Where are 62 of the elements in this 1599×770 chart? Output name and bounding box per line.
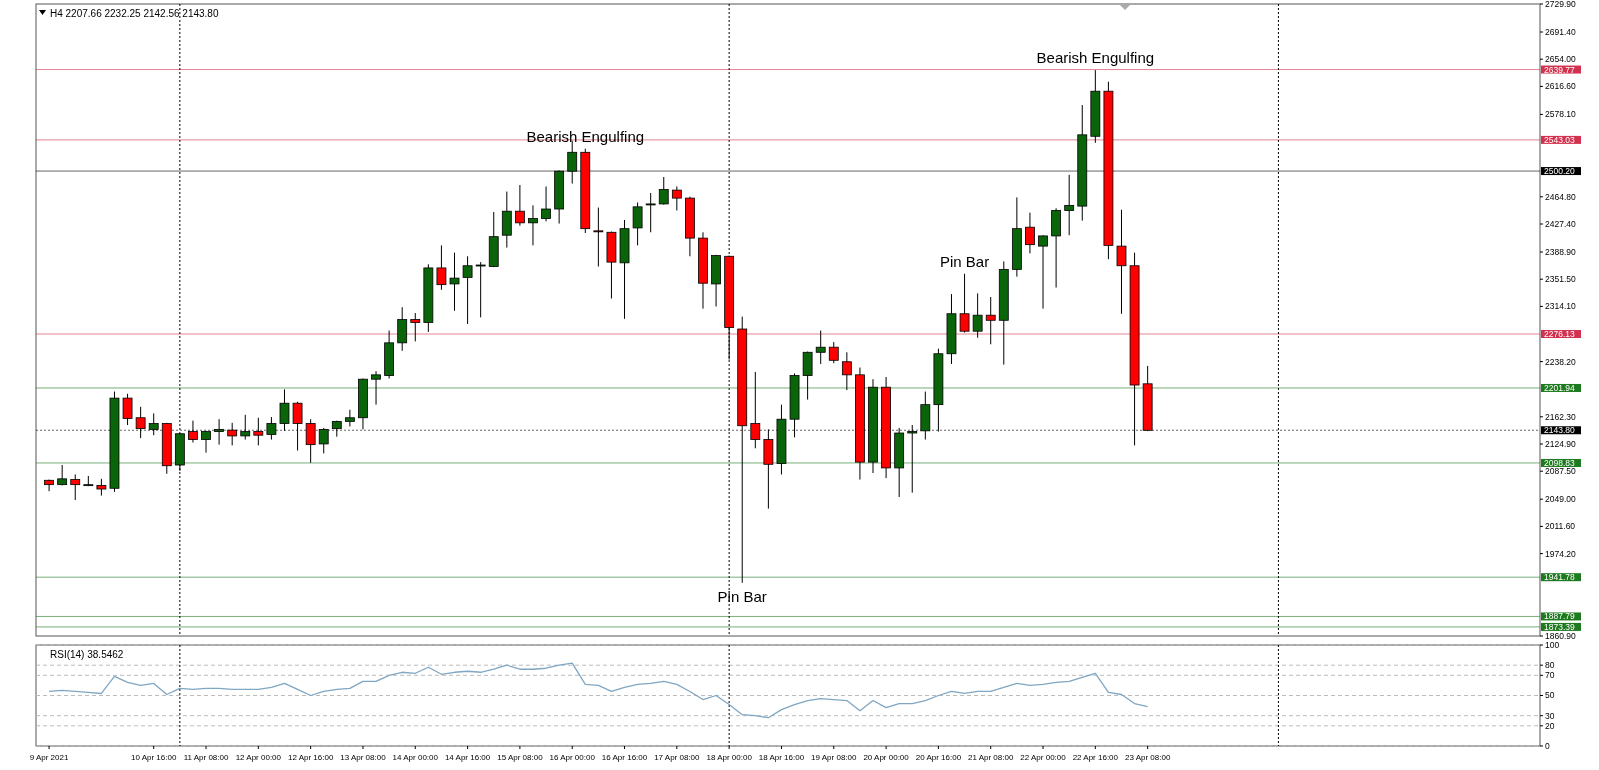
annotation: Pin Bar <box>717 588 767 606</box>
y-tick-label: 2351.50 <box>1545 274 1576 285</box>
ref-line-label: 2201.94 <box>1544 382 1575 393</box>
y-tick-label: 2616.60 <box>1545 81 1576 92</box>
x-tick-label: 15 Apr 08:00 <box>497 753 544 762</box>
annotation: Bearish Engulfing <box>526 127 645 145</box>
x-tick-label: 21 Apr 08:00 <box>968 753 1014 762</box>
y-tick-label: 30 <box>1545 710 1555 721</box>
ref-line-label: 1873.39 <box>1544 621 1575 632</box>
y-tick-label: 100 <box>1545 639 1560 650</box>
y-tick-label: 2124.90 <box>1545 438 1576 449</box>
x-tick-label: 18 Apr 16:00 <box>758 753 805 762</box>
y-tick-label: 2464.80 <box>1545 191 1576 202</box>
annotation: Bearish Engulfing <box>1036 49 1155 67</box>
ref-line-label: 2543.03 <box>1544 134 1575 145</box>
x-tick-label: 16 Apr 16:00 <box>601 753 648 762</box>
x-tick-label: 14 Apr 00:00 <box>392 753 439 762</box>
ref-line-label: 2500.20 <box>1544 166 1575 177</box>
x-tick-label: 20 Apr 00:00 <box>863 753 910 762</box>
x-tick-label: 10 Apr 16:00 <box>131 753 177 762</box>
y-tick-label: 2162.30 <box>1545 411 1576 422</box>
y-tick-label: 2691.40 <box>1545 26 1576 37</box>
y-tick-label: 2238.20 <box>1545 356 1576 367</box>
ref-line-label: 2639.77 <box>1544 64 1575 75</box>
chart-title: H4 2207.66 2232.25 2142.56 2143.80 <box>50 8 219 19</box>
x-tick-label: 9 Apr 2021 <box>29 753 69 762</box>
x-tick-label: 12 Apr 16:00 <box>287 753 334 762</box>
y-tick-label: 2578.10 <box>1545 109 1576 120</box>
y-tick-label: 1974.20 <box>1545 548 1576 559</box>
y-tick-label: 2388.90 <box>1545 246 1576 257</box>
x-tick-label: 19 Apr 08:00 <box>811 753 858 762</box>
y-tick-label: 50 <box>1545 690 1555 701</box>
x-tick-label: 13 Apr 08:00 <box>340 753 387 762</box>
y-tick-label: 2654.00 <box>1545 54 1576 65</box>
ref-line-label: 2143.80 <box>1544 425 1575 436</box>
y-tick-label: 2427.40 <box>1545 218 1576 229</box>
chart-title: RSI(14) 38.5462 <box>50 649 124 660</box>
y-tick-label: 2314.10 <box>1545 301 1576 312</box>
ref-line-label: 2276.13 <box>1544 328 1575 339</box>
x-tick-label: 14 Apr 16:00 <box>444 753 491 762</box>
annotation: Pin Bar <box>939 253 990 270</box>
ref-line-label: 1887.79 <box>1544 611 1575 622</box>
y-tick-label: 0 <box>1545 740 1550 751</box>
x-tick-label: 11 Apr 08:00 <box>183 753 229 762</box>
x-tick-label: 23 Apr 08:00 <box>1124 753 1171 762</box>
ref-line-label: 2098.83 <box>1544 457 1575 468</box>
y-tick-label: 2011.60 <box>1545 521 1576 532</box>
x-tick-label: 22 Apr 00:00 <box>1020 753 1067 762</box>
x-tick-label: 16 Apr 00:00 <box>549 753 596 762</box>
y-tick-label: 20 <box>1545 720 1555 731</box>
y-tick-label: 2049.00 <box>1545 494 1576 505</box>
x-tick-label: 17 Apr 08:00 <box>654 753 701 762</box>
x-tick-label: 22 Apr 16:00 <box>1072 753 1119 762</box>
x-tick-label: 12 Apr 00:00 <box>235 753 282 762</box>
x-tick-label: 20 Apr 16:00 <box>915 753 962 762</box>
y-tick-label: 80 <box>1545 660 1555 671</box>
y-tick-label: 2729.90 <box>1545 0 1576 9</box>
y-tick-label: 70 <box>1545 670 1555 681</box>
x-tick-label: 18 Apr 00:00 <box>706 753 753 762</box>
ref-line-label: 1941.78 <box>1544 572 1575 583</box>
y-tick-label: 2087.50 <box>1545 466 1576 477</box>
y-tick-label: 1860.90 <box>1545 630 1576 641</box>
